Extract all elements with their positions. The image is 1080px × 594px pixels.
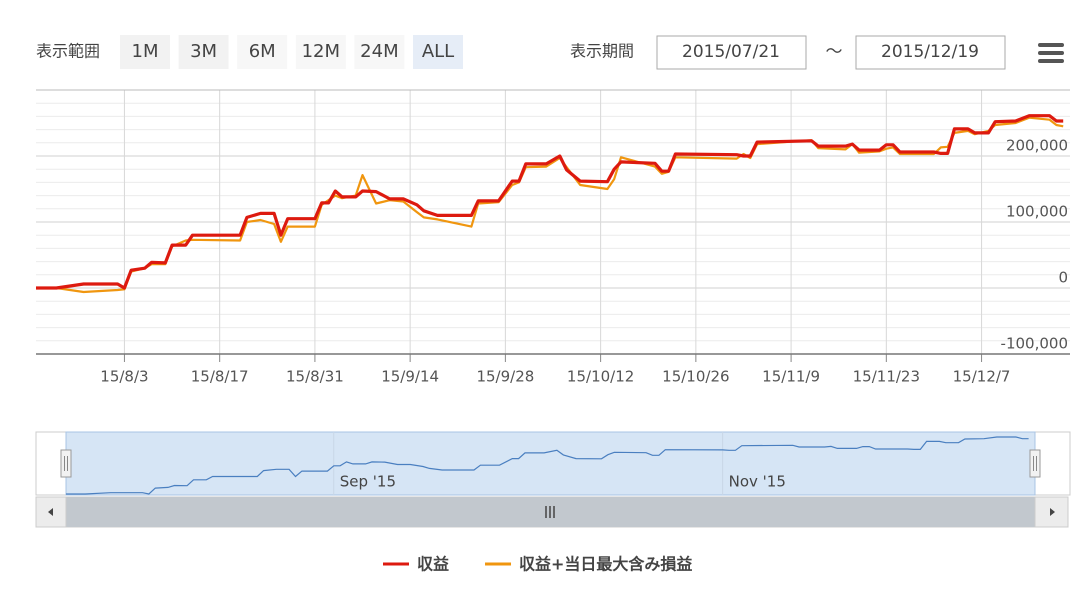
navigator: Sep '15 Nov '15 [35,431,1071,496]
to-input[interactable] [855,35,1006,70]
from-input[interactable] [656,35,807,70]
menu-bar [1038,43,1064,47]
button-label: 12M [302,41,340,62]
button-label: 6M [249,41,276,62]
handle-grip [1033,456,1037,471]
handle-left[interactable] [60,449,72,478]
x-tick-label: 15/8/17 [191,368,249,386]
handle-right[interactable] [1029,449,1041,478]
menu-bar [1038,51,1064,55]
x-tick-label: 15/12/7 [953,368,1011,386]
range-button: 12M [295,35,346,69]
legend-item[interactable]: 収益 [383,555,449,574]
button-bg [237,35,288,69]
y-tick-label: -100,000 [1001,335,1068,353]
scrollbar-grip [545,506,555,518]
button-bg [413,35,463,69]
x-tick-label: 15/9/28 [476,368,534,386]
button-label: ALL [422,41,454,62]
x-tick-label: 15/11/23 [853,368,920,386]
x-tick-label: 15/10/12 [567,368,634,386]
navigator-line [66,436,1029,495]
button-bg [354,35,405,69]
navigator-mask[interactable] [65,431,1036,496]
to-date: 2015/12/19 [881,42,979,62]
button-label: 1M [132,41,159,62]
legend-label: 収益+当日最大含み損益 [519,555,692,574]
separator: ～ [826,42,843,62]
navigator-handles [60,449,1041,478]
series-line [36,114,1064,290]
menu-bar [1038,59,1064,63]
button-bg [178,35,229,69]
legend-label: 収益 [417,555,449,574]
x-tick-label: 15/8/31 [286,368,344,386]
y-tick-label: 200,000 [1006,137,1068,155]
navigator-tick-label: Sep '15 [340,473,396,491]
period-label: 表示期間 [570,42,634,61]
grid [36,89,1070,362]
x-tick-label: 15/9/14 [381,368,439,386]
range-button: 6M [237,35,288,69]
handle-grip [64,456,68,471]
from-date: 2015/07/21 [682,42,780,62]
button-label: 3M [190,41,217,62]
scrollbar [35,496,1069,528]
range-button: 24M [354,35,405,69]
button-bg [120,35,170,69]
range-button[interactable]: 1M [120,35,170,69]
x-tick-label: 15/8/3 [100,368,148,386]
plot [36,114,1064,294]
series-line [36,116,1064,294]
button-bg [295,35,346,69]
arrow-right [1050,508,1055,516]
range-button[interactable]: ALL [413,35,463,69]
button-label: 24M [360,41,398,62]
x-tick-label: 15/10/26 [662,368,729,386]
range-label: 表示範囲 [36,42,100,61]
range-button[interactable]: 3M [178,35,229,69]
legend-item[interactable]: 収益+当日最大含み損益 [485,555,692,574]
navigator-tick-label: Nov '15 [729,473,786,491]
y-tick-label: 0 [1058,269,1068,287]
menu-button[interactable] [1038,43,1064,63]
y-tick-label: 100,000 [1006,203,1068,221]
x-tick-label: 15/11/9 [762,368,820,386]
legend: 収益 収益+当日最大含み損益 [383,555,692,574]
arrow-left [48,508,53,516]
